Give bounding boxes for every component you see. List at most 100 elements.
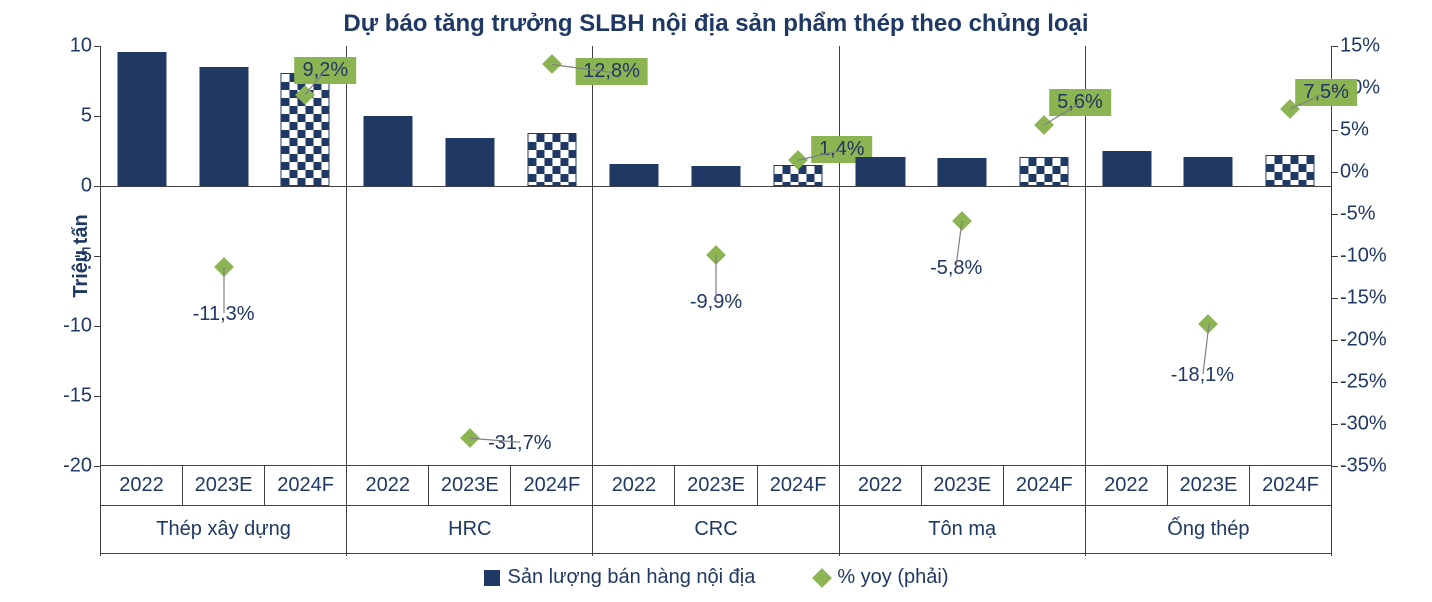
category-group: -31,7%12,8%: [347, 46, 593, 466]
bar-slot: [840, 46, 922, 466]
x-category-group: 20222023E2024FCRC: [592, 466, 838, 556]
y-left-tick: 10: [70, 35, 92, 58]
legend-bar-swatch: [484, 570, 500, 586]
y-left-tick: -20: [63, 455, 92, 478]
x-category-label: Tôn mạ: [840, 506, 1085, 554]
category-group: -11,3% 9,2%: [100, 46, 347, 466]
x-axis: 20222023E2024FThép xây dựng20222023E2024…: [100, 466, 1332, 556]
plot-area: Triệu tấn 1050-5-10-15-20 15%10%5%0%-5%-…: [100, 46, 1332, 466]
yoy-label: -5,8%: [930, 257, 982, 280]
x-sub-label: 2023E: [1168, 466, 1250, 505]
bar-forecast: [1266, 155, 1315, 186]
y-right-tick: -15%: [1340, 287, 1387, 310]
bar-slot: [101, 46, 183, 466]
x-sub-label: 2022: [1086, 466, 1168, 505]
y-right-tick: 5%: [1340, 119, 1369, 142]
bar-slot: [593, 46, 675, 466]
chart-container: Dự báo tăng trưởng SLBH nội địa sản phẩm…: [20, 10, 1412, 592]
y-right-tick: -35%: [1340, 455, 1387, 478]
bar-slot: -9,9%: [675, 46, 757, 466]
bar-slot: -5,8%: [921, 46, 1003, 466]
y-right-tick: 15%: [1340, 35, 1380, 58]
bar-actual: [199, 67, 248, 186]
legend-bar-label: Sản lượng bán hàng nội địa: [508, 566, 756, 589]
x-sub-label: 2024F: [1250, 466, 1331, 505]
x-category-label: Ống thép: [1086, 506, 1331, 554]
bar-actual: [610, 164, 659, 186]
legend: Sản lượng bán hàng nội địa % yoy (phải): [20, 566, 1412, 589]
x-category-group: 20222023E2024FTôn mạ: [839, 466, 1085, 556]
bar-actual: [1184, 157, 1233, 186]
y-left-tick: 0: [81, 175, 92, 198]
category-group: -18,1% 7,5%: [1086, 46, 1332, 466]
yoy-label: -9,9%: [690, 291, 742, 314]
x-category-group: 20222023E2024FThép xây dựng: [100, 466, 346, 556]
legend-marker: % yoy (phải): [815, 566, 948, 589]
yoy-marker: [214, 257, 234, 277]
x-category-label: Thép xây dựng: [101, 506, 346, 554]
yoy-label: -11,3%: [193, 303, 255, 326]
yoy-label: -18,1%: [1171, 364, 1234, 387]
y-right-tick: -5%: [1340, 203, 1376, 226]
category-group: -9,9% 1,4%: [593, 46, 839, 466]
x-sub-label: 2024F: [1004, 466, 1085, 505]
bar-actual: [445, 138, 494, 186]
yoy-marker: [706, 245, 726, 265]
bar-slot: -11,3%: [183, 46, 265, 466]
legend-marker-swatch: [812, 568, 832, 588]
x-category-label: HRC: [347, 506, 592, 554]
x-category-group: 20222023E2024FHRC: [346, 466, 592, 556]
x-sub-label: 2022: [347, 466, 429, 505]
yoy-marker: [542, 55, 562, 75]
x-sub-label: 2023E: [183, 466, 265, 505]
bar-slot: 12,8%: [511, 46, 593, 466]
bar-actual: [938, 158, 987, 186]
bar-slot: [1086, 46, 1168, 466]
x-sub-label: 2022: [101, 466, 183, 505]
chart-groups: -11,3%9,2%-31,7%12,8%-9,9%1,4%-5,8%5,6%-…: [100, 46, 1332, 466]
x-sub-label: 2024F: [511, 466, 592, 505]
y-left-tick: -15: [63, 385, 92, 408]
y-left-ticks: 1050-5-10-15-20: [52, 46, 96, 466]
y-left-tick: 5: [81, 105, 92, 128]
bar-forecast: [1019, 157, 1068, 186]
yoy-marker: [952, 211, 972, 231]
y-right-tick: -25%: [1340, 371, 1387, 394]
bar-slot: -18,1%: [1168, 46, 1250, 466]
bar-slot: 5,6%: [1003, 46, 1085, 466]
bar-slot: 9,2%: [264, 46, 346, 466]
y-right-tick: -20%: [1340, 329, 1387, 352]
x-sub-label: 2022: [593, 466, 675, 505]
y-right-ticks: 15%10%5%0%-5%-10%-15%-20%-25%-30%-35%: [1336, 46, 1394, 466]
bar-actual: [691, 166, 740, 186]
bar-actual: [364, 116, 413, 186]
x-sub-label: 2024F: [758, 466, 839, 505]
bar-slot: [347, 46, 429, 466]
y-right-tick: -30%: [1340, 413, 1387, 436]
legend-bar: Sản lượng bán hàng nội địa: [484, 566, 756, 589]
bar-actual: [1102, 151, 1151, 186]
y-left-tick: -5: [74, 245, 92, 268]
bar-actual: [856, 157, 905, 186]
y-right-tick: 0%: [1340, 161, 1369, 184]
bar-forecast: [527, 133, 576, 186]
yoy-label-highlight: 7,5%: [1295, 79, 1357, 106]
y-left-tick: -10: [63, 315, 92, 338]
x-sub-label: 2023E: [922, 466, 1004, 505]
category-group: -5,8% 5,6%: [840, 46, 1086, 466]
legend-marker-label: % yoy (phải): [837, 566, 948, 589]
y-right-tick: -10%: [1340, 245, 1387, 268]
bar-slot: 7,5%: [1249, 46, 1331, 466]
yoy-marker: [1034, 115, 1054, 135]
bar-slot: 1,4%: [757, 46, 839, 466]
x-sub-label: 2024F: [265, 466, 346, 505]
bar-slot: -31,7%: [429, 46, 511, 466]
yoy-marker: [460, 428, 480, 448]
bar-actual: [117, 52, 166, 186]
chart-title: Dự báo tăng trưởng SLBH nội địa sản phẩm…: [20, 10, 1412, 38]
x-sub-label: 2023E: [429, 466, 511, 505]
x-sub-label: 2023E: [675, 466, 757, 505]
x-category-label: CRC: [593, 506, 838, 554]
yoy-marker: [1199, 314, 1219, 334]
x-sub-label: 2022: [840, 466, 922, 505]
